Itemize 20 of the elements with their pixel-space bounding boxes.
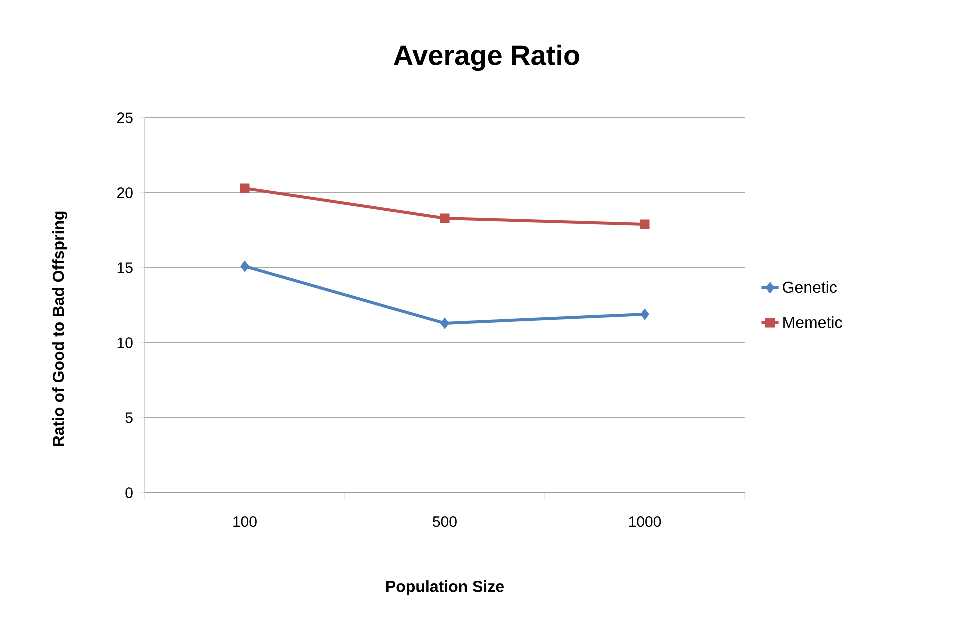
x-tick-label: 500 (433, 516, 457, 528)
legend-label: Memetic (784, 316, 842, 328)
point (640, 220, 650, 230)
y-tick-label: 20 (118, 188, 133, 198)
x-axis-title: Population Size (386, 580, 504, 596)
y-tick-label: 0 (126, 488, 133, 498)
point (440, 318, 450, 330)
x-tick-label: 100 (234, 516, 257, 528)
y-tick-label: 15 (118, 262, 133, 274)
y-tick-label: 25 (118, 112, 133, 124)
x-tick-label: 1000 (629, 516, 662, 528)
point (440, 214, 450, 224)
legend-label: Genetic (783, 281, 837, 294)
y-tick-label: 5 (126, 412, 133, 424)
y-axis-title: Ratio of Good to Bad Offspring (52, 212, 68, 446)
y-tick-label: 10 (118, 338, 133, 348)
point (640, 308, 650, 320)
point (240, 184, 250, 194)
point (240, 260, 250, 272)
chart-title: Average Ratio (394, 44, 580, 72)
